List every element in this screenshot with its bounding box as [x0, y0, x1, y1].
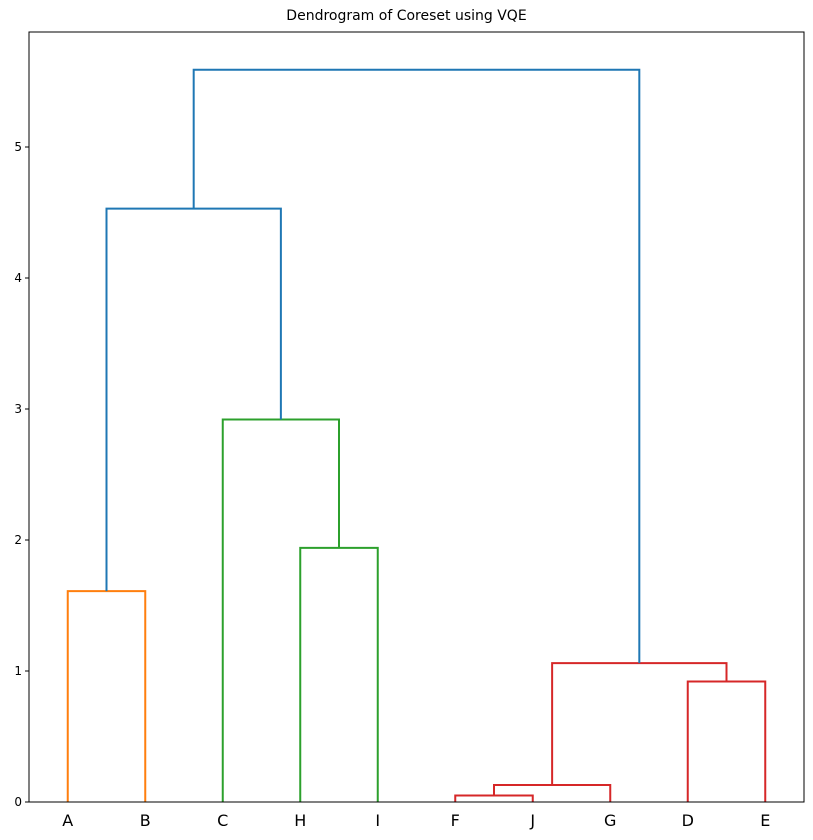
dendrogram-link [105, 207, 282, 592]
dendrogram-link [299, 546, 379, 802]
plot-frame [28, 31, 805, 803]
dendrogram-link [66, 590, 147, 802]
dendrogram-link [686, 680, 767, 802]
x-tick-label: J [529, 811, 535, 830]
y-tick-label: 5 [14, 140, 22, 154]
chart-title: Dendrogram of Coreset using VQE [286, 8, 527, 24]
dendrogram-link [493, 783, 612, 802]
y-tick-label: 0 [14, 795, 22, 809]
y-tick-label: 1 [14, 664, 22, 678]
x-tick-label: G [604, 811, 616, 830]
y-tick-label: 3 [14, 402, 22, 416]
dendrogram-link [192, 68, 641, 664]
x-tick-label: B [140, 811, 151, 830]
dendrogram-links [66, 68, 767, 802]
x-tick-label: I [375, 811, 380, 830]
x-tick-label: C [217, 811, 228, 830]
x-tick-label: D [682, 811, 694, 830]
y-tick-label: 2 [14, 533, 22, 547]
x-tick-label: A [62, 811, 73, 830]
y-tick-label: 4 [14, 271, 22, 285]
x-tick-label: F [451, 811, 460, 830]
y-axis: 0 1 2 3 4 5 [14, 140, 29, 809]
dendrogram-link [454, 794, 534, 802]
x-tick-label: H [294, 811, 306, 830]
x-tick-label: E [760, 811, 770, 830]
dendrogram-link [221, 418, 340, 802]
